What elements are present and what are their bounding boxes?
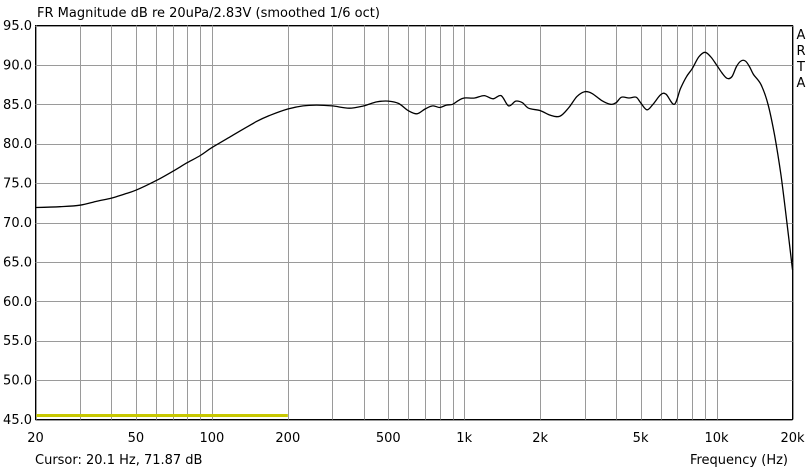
cursor-readout: Cursor: 20.1 Hz, 71.87 dB	[35, 453, 202, 468]
brand-letter: A	[797, 76, 806, 91]
chart-title: FR Magnitude dB re 20uPa/2.83V (smoothed…	[37, 6, 380, 21]
x-tick-label: 10k	[705, 431, 730, 446]
y-tick-label: 90.0	[3, 58, 32, 73]
x-tick-label: 2k	[532, 431, 548, 446]
y-tick-label: 70.0	[3, 216, 32, 231]
x-tick-label: 20k	[780, 431, 805, 446]
y-tick-label: 65.0	[3, 255, 32, 270]
y-tick-label: 75.0	[3, 177, 32, 192]
x-tick-label: 1k	[456, 431, 472, 446]
brand-letter: R	[796, 44, 805, 59]
x-tick-label: 5k	[633, 431, 649, 446]
y-tick-label: 45.0	[3, 413, 32, 428]
x-tick-label: 500	[376, 431, 401, 446]
plot-area[interactable]	[35, 25, 793, 420]
x-axis-label: Frequency (Hz)	[690, 453, 788, 468]
y-tick-label: 85.0	[3, 98, 32, 113]
y-tick-label: 50.0	[3, 374, 32, 389]
y-tick-label: 60.0	[3, 295, 32, 310]
y-tick-label: 80.0	[3, 137, 32, 152]
y-tick-label: 95.0	[3, 19, 32, 34]
x-tick-label: 200	[275, 431, 300, 446]
x-tick-label: 100	[199, 431, 224, 446]
y-tick-label: 55.0	[3, 334, 32, 349]
x-tick-label: 20	[27, 431, 44, 446]
y-tick-labels: 95.0 90.0 85.0 80.0 75.0 70.0 65.0 60.0 55.0 50.0…	[3, 19, 32, 428]
x-tick-label: 50	[128, 431, 145, 446]
brand-letter: T	[796, 60, 805, 75]
brand-letter: A	[797, 28, 806, 43]
x-tick-labels: 20 50 100 200 500 1k 2k 5k 10k 20k	[27, 431, 805, 446]
grid	[35, 25, 794, 421]
fr-magnitude-curve	[35, 51, 794, 270]
